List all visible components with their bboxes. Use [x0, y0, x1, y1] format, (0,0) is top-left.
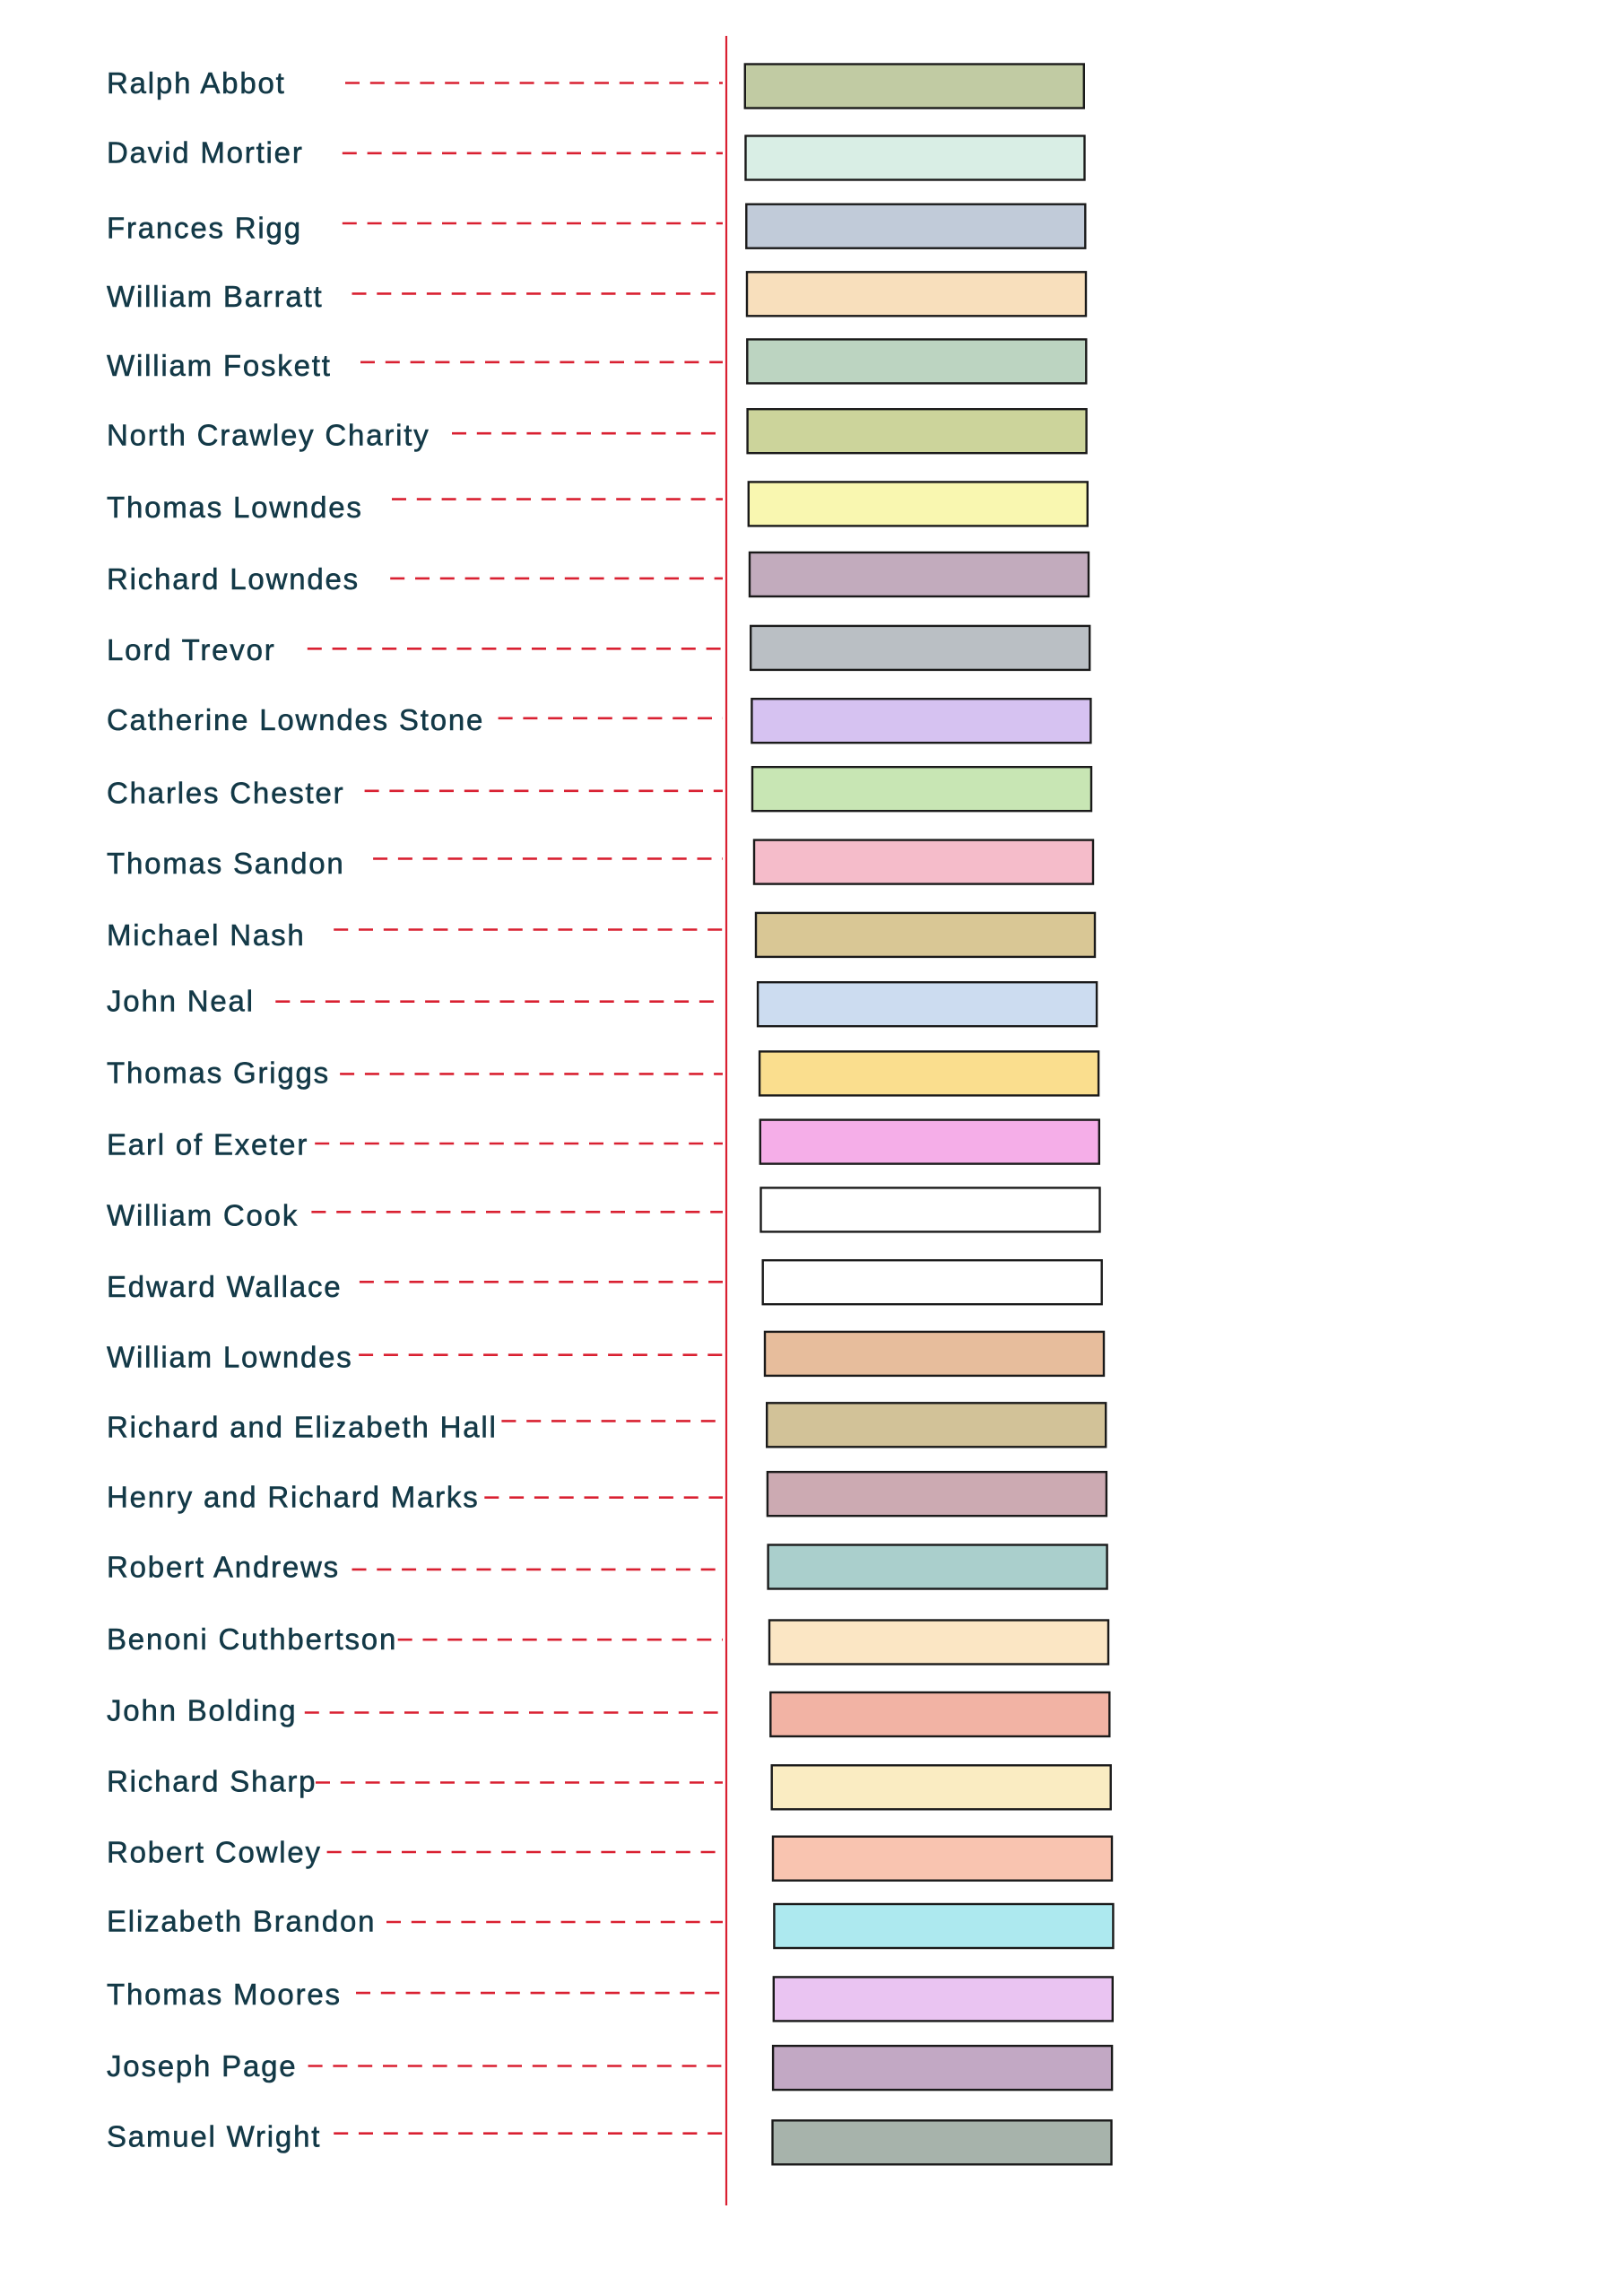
svg-text:Thomas Sandon: Thomas Sandon — [107, 847, 345, 880]
svg-text:North Crawley Charity: North Crawley Charity — [107, 419, 430, 452]
svg-text:Robert Cowley: Robert Cowley — [107, 1836, 322, 1869]
svg-text:William Barratt: William Barratt — [107, 280, 324, 313]
svg-text:Lord Trevor: Lord Trevor — [107, 633, 276, 666]
svg-text:Edward Wallace: Edward Wallace — [107, 1270, 342, 1303]
svg-text:Robert Andrews: Robert Andrews — [107, 1551, 340, 1584]
svg-text:Thomas Moores: Thomas Moores — [107, 1978, 342, 2011]
svg-text:Elizabeth Brandon: Elizabeth Brandon — [107, 1905, 376, 1938]
svg-text:Charles Chester: Charles Chester — [107, 777, 344, 810]
svg-text:Ralph Abbot: Ralph Abbot — [107, 66, 286, 100]
svg-text:William Cook: William Cook — [107, 1199, 299, 1232]
svg-text:Henry and Richard Marks: Henry and Richard Marks — [107, 1480, 480, 1513]
svg-text:William Foskett: William Foskett — [107, 349, 332, 382]
svg-text:David Mortier: David Mortier — [107, 136, 304, 170]
svg-text:William Lowndes: William Lowndes — [107, 1340, 353, 1373]
svg-text:Samuel Wright: Samuel Wright — [107, 2119, 321, 2152]
svg-text:John Bolding: John Bolding — [107, 1693, 297, 1726]
svg-text:Richard and Elizabeth Hall: Richard and Elizabeth Hall — [107, 1411, 498, 1444]
svg-text:Earl of Exeter: Earl of Exeter — [107, 1128, 308, 1161]
svg-text:Richard Lowndes: Richard Lowndes — [107, 562, 360, 596]
svg-text:Benoni Cuthbertson: Benoni Cuthbertson — [107, 1622, 397, 1656]
svg-text:John Neal: John Neal — [107, 985, 255, 1018]
svg-text:Thomas Lowndes: Thomas Lowndes — [107, 491, 363, 524]
svg-text:Thomas Griggs: Thomas Griggs — [107, 1056, 330, 1089]
svg-text:Michael Nash: Michael Nash — [107, 918, 306, 952]
svg-text:Richard Sharp: Richard Sharp — [107, 1764, 317, 1797]
svg-text:Joseph Page: Joseph Page — [107, 2049, 297, 2083]
svg-text:Catherine Lowndes Stone: Catherine Lowndes Stone — [107, 703, 484, 736]
svg-text:Frances Rigg: Frances Rigg — [107, 212, 302, 245]
